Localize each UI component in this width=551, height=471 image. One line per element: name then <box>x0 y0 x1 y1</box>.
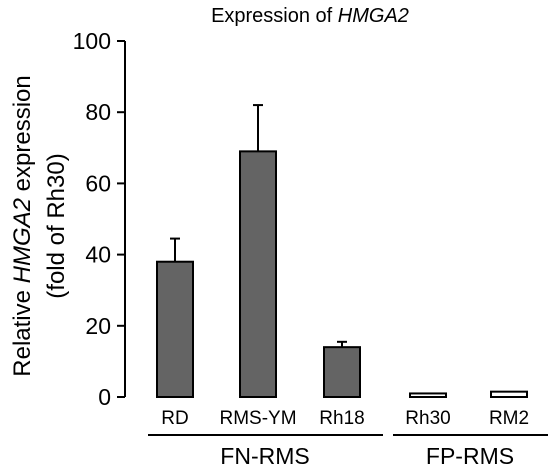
y-axis-label: Relative HMGA2 expression (fold of Rh30) <box>9 75 70 376</box>
y-axis-label-gene: HMGA2 <box>9 198 36 283</box>
y-axis-label-line1: Relative HMGA2 expression <box>9 75 36 376</box>
group-label-fp-rms: FP-RMS <box>426 443 514 469</box>
y-axis-label-suffix: expression <box>9 75 36 198</box>
category-label-rh30: Rh30 <box>405 408 450 429</box>
y-axis: 0 20 40 60 80 100 <box>73 28 126 410</box>
y-axis-label-prefix: Relative <box>9 283 36 376</box>
bar-rd <box>156 260 194 398</box>
chart-title: Expression of HMGA2 <box>211 5 409 27</box>
group-labels: FN-RMS FP-RMS <box>148 434 548 469</box>
y-tick-label: 0 <box>98 384 111 410</box>
y-tick-label: 40 <box>85 242 111 268</box>
group-label-fn-rms: FN-RMS <box>220 443 309 469</box>
bar-rms-ym <box>239 150 277 398</box>
y-tick-label: 60 <box>85 170 111 196</box>
y-tick-label: 20 <box>85 313 111 339</box>
bars <box>156 104 528 399</box>
bar-rm2 <box>490 390 528 399</box>
category-label-rd: RD <box>161 408 188 429</box>
category-label-rm2: RM2 <box>489 408 529 429</box>
chart-title-gene: HMGA2 <box>338 5 409 27</box>
y-tick-label: 100 <box>73 28 111 54</box>
y-tick-label: 80 <box>85 99 111 125</box>
y-axis-label-line2: (fold of Rh30) <box>43 153 70 298</box>
category-labels: RD RMS-YM Rh18 Rh30 RM2 <box>161 408 529 429</box>
bar-rh18 <box>323 346 361 399</box>
category-label-rh18: Rh18 <box>319 408 364 429</box>
bar-rh30 <box>409 392 447 399</box>
category-label-rms-ym: RMS-YM <box>219 408 296 429</box>
chart-title-prefix: Expression of <box>211 5 338 27</box>
